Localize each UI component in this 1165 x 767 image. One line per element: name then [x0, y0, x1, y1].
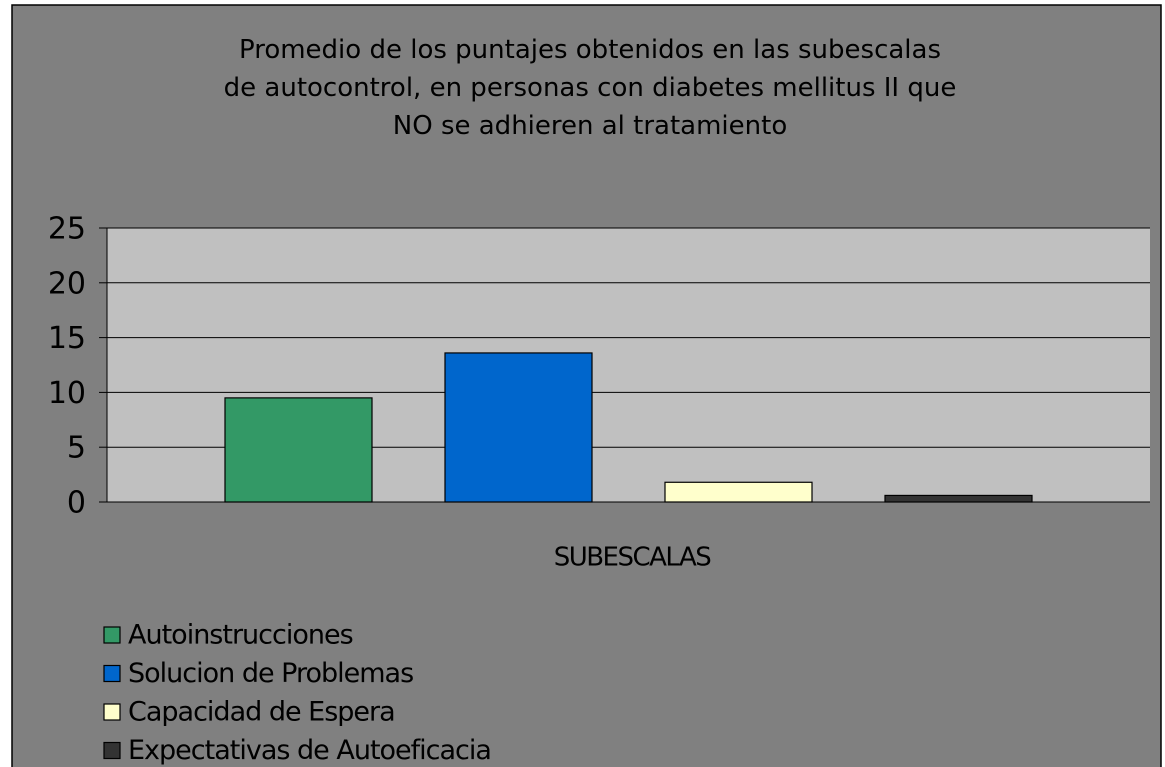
bar [224, 397, 373, 503]
y-tick-label: 10 [48, 376, 86, 411]
y-tick-label: 25 [48, 212, 86, 247]
y-tick-label: 0 [67, 486, 86, 521]
legend-label: Capacidad de Espera [128, 697, 395, 728]
x-axis-label: SUBESCALAS [554, 543, 712, 573]
legend-swatch [103, 703, 121, 721]
y-tick-label: 5 [67, 431, 86, 466]
legend-label: Solucion de Problemas [128, 658, 413, 689]
bar [664, 481, 813, 503]
legend-swatch [103, 626, 121, 644]
y-tick-label: 15 [48, 321, 86, 356]
legend-swatch [103, 741, 121, 760]
bar [444, 352, 593, 503]
legend-label: Autoinstrucciones [128, 620, 353, 651]
chart-title: Promedio de los puntajes obtenidos en la… [224, 35, 957, 141]
bar [884, 494, 1033, 503]
legend-label: Expectativas de Autoeficacia [128, 735, 491, 766]
legend-swatch [103, 664, 121, 683]
y-tick-label: 20 [48, 266, 86, 301]
